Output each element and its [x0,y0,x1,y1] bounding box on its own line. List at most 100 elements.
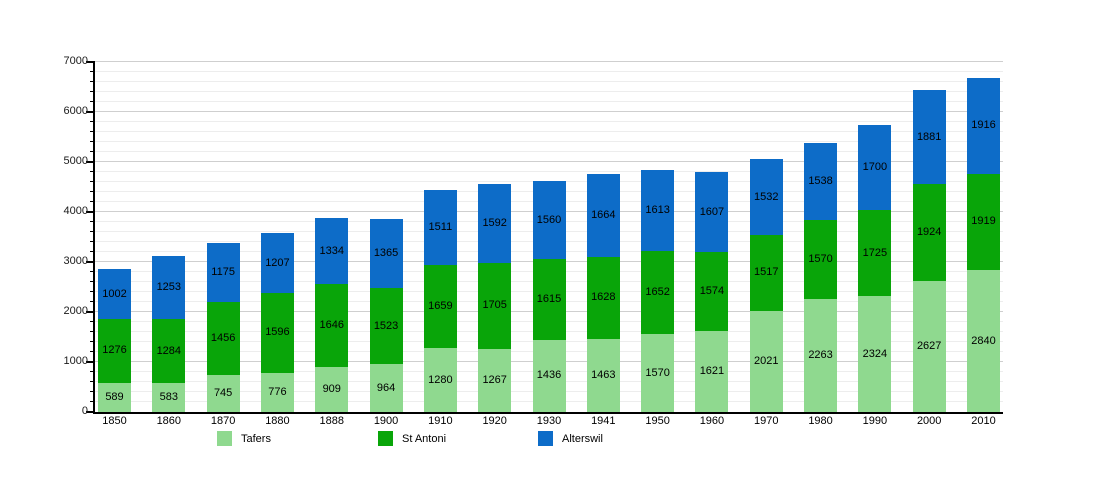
bar-segment-alterswil: 1365 [369,219,403,288]
y-tick [90,381,95,382]
minor-gridline [95,141,1003,142]
bar-2010: 2840 1919 1916 [967,62,1000,412]
x-axis-tick-label: 1920 [482,415,507,427]
y-tick [90,151,95,152]
segment-value-label: 1280 [428,374,453,386]
bar-segment-alterswil: 1592 [478,183,512,264]
segment-value-label: 1881 [916,131,942,144]
bar-segment-tafers: 2627 [912,280,946,412]
bar-segment-alterswil: 1613 [641,170,675,251]
y-axis-tick-label: 3000 [63,255,88,267]
x-axis-tick-label: 1950 [645,415,670,427]
x-axis-tick-label: 1888 [319,415,344,427]
bar-segment-st-antoni: 1596 [260,293,294,374]
y-tick [86,211,95,213]
segment-value-label: 745 [213,386,233,399]
legend-item-st-antoni: St Antoni [378,431,446,446]
y-tick [90,321,95,322]
segment-value-label: 909 [322,382,341,395]
y-tick [90,81,95,82]
y-tick [90,391,95,392]
y-tick [90,221,95,222]
legend-swatch [538,431,553,446]
segment-value-label: 1596 [265,326,290,339]
bar-segment-tafers: 2021 [749,310,783,412]
bar-1850: 589 1276 1002 [98,62,131,412]
x-axis-tick-label: 1990 [862,415,888,427]
bar-1990: 2324 1725 1700 [858,62,892,412]
bar-segment-alterswil: 1511 [423,189,457,266]
x-axis-tick-label: 1870 [210,415,236,427]
bar-segment-alterswil: 1253 [152,256,186,319]
y-axis-tick-label: 0 [81,405,88,417]
bar-segment-tafers: 1621 [695,330,729,412]
y-tick [90,201,95,202]
segment-value-label: 1511 [428,220,453,233]
bar-segment-tafers: 1570 [641,333,675,412]
y-axis-tick-label: 5000 [63,155,88,167]
bar-segment-tafers: 776 [260,373,294,412]
y-axis-tick-label: 1000 [63,355,88,367]
segment-value-label: 1628 [591,291,616,304]
bar-segment-st-antoni: 1646 [315,284,349,367]
bar-segment-alterswil: 1175 [206,243,240,302]
legend-item-alterswil: Alterswil [538,431,603,446]
segment-value-label: 1613 [645,204,670,217]
y-tick [90,231,95,232]
minor-gridline [95,171,1003,172]
bar-1870: 745 1456 1175 [206,62,240,412]
bar-segment-alterswil: 1207 [260,233,294,294]
bar-1888: 909 1646 1334 [315,62,349,412]
segment-value-label: 1175 [211,266,235,279]
segment-value-label: 1002 [102,287,127,300]
bar-1970: 2021 1517 1532 [749,62,783,412]
x-axis-tick-label: 1960 [699,415,725,427]
y-axis-tick-label: 2000 [63,305,88,317]
minor-gridline [95,81,1003,82]
bar-segment-alterswil: 1002 [98,268,131,319]
bar-segment-st-antoni: 1615 [532,259,566,341]
y-tick [90,351,95,352]
x-axis-tick-label: 1970 [754,415,779,427]
segment-value-label: 2021 [754,354,779,367]
bar-1880: 776 1596 1207 [260,62,294,412]
x-axis-tick-label: 1900 [373,415,399,427]
bar-segment-st-antoni: 1924 [912,184,946,281]
bar-segment-st-antoni: 1652 [641,250,675,334]
segment-value-label: 1207 [265,257,290,270]
minor-gridline [95,121,1003,122]
segment-value-label: 1267 [482,373,507,386]
y-tick [86,411,95,413]
bar-segment-alterswil: 1560 [532,181,566,260]
bar-segment-alterswil: 1881 [912,90,946,185]
minor-gridline [95,151,1003,152]
y-tick [86,311,95,313]
bar-segment-st-antoni: 1574 [695,252,729,331]
y-tick [90,251,95,252]
y-tick [90,281,95,282]
segment-value-label: 1700 [862,160,888,173]
bar-1950: 1570 1652 1613 [641,62,675,412]
bar-segment-alterswil: 1700 [858,124,892,210]
bar-segment-alterswil: 1664 [586,174,620,258]
bar-segment-st-antoni: 1456 [206,301,240,375]
bar-segment-alterswil: 1538 [804,143,838,221]
bar-1860: 583 1284 1253 [152,62,186,412]
x-axis-tick-label: 1850 [102,415,127,427]
segment-value-label: 1592 [482,216,507,229]
bar-1941: 1463 1628 1664 [586,62,620,412]
y-axis-tick-label: 4000 [63,205,88,217]
legend-label: St Antoni [402,432,447,445]
minor-gridline [95,71,1003,72]
bar-segment-tafers: 1436 [532,340,566,412]
segment-value-label: 583 [159,390,178,403]
bar-segment-alterswil: 1916 [967,78,1000,175]
y-tick [86,261,95,263]
y-tick [90,341,95,342]
segment-value-label: 1919 [971,215,996,228]
bar-segment-st-antoni: 1628 [586,257,620,339]
y-tick [86,61,95,63]
bar-segment-tafers: 909 [315,366,349,412]
segment-value-label: 2840 [971,335,996,347]
